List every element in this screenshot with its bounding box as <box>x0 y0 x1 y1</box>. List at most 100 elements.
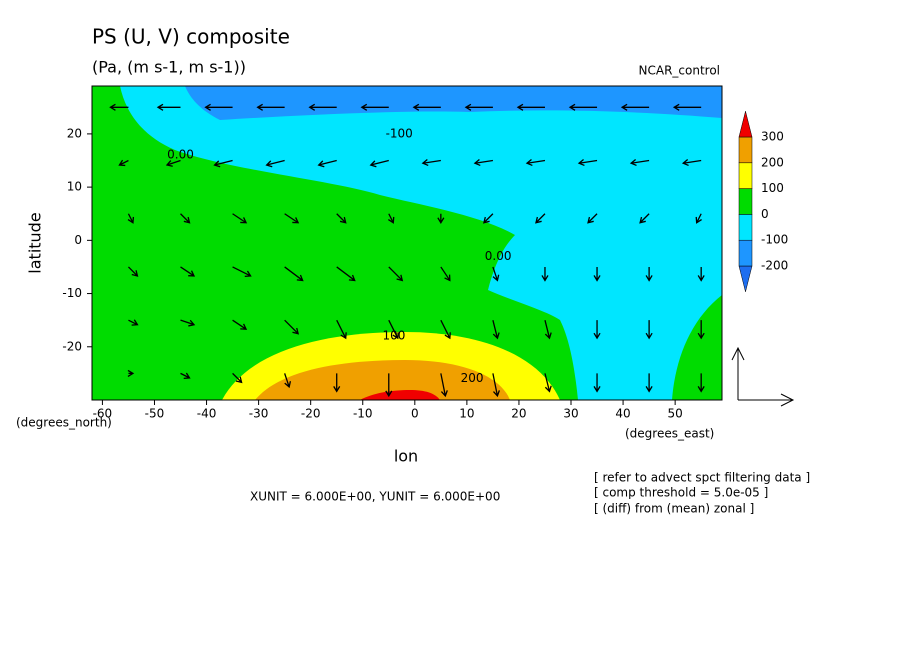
wind-vector <box>232 213 248 224</box>
wind-vector <box>464 103 493 111</box>
wind-vector <box>156 103 181 111</box>
region-above-200 <box>255 360 510 400</box>
wind-vector <box>165 159 181 167</box>
wind-vector <box>308 103 337 111</box>
chart-title: PS (U, V) composite <box>92 25 290 49</box>
wind-vector <box>256 103 285 111</box>
y-tick-label: 0 <box>74 233 82 247</box>
wind-vector <box>180 319 196 327</box>
wind-vector <box>388 213 395 224</box>
vector-layer <box>109 103 705 398</box>
wind-vector <box>620 103 650 111</box>
wind-vector <box>577 158 598 167</box>
note: [ refer to advect spct filtering data ] <box>594 471 810 485</box>
wind-vector <box>629 158 650 167</box>
wind-vector <box>127 369 135 377</box>
wind-vector <box>437 213 445 224</box>
wind-vector <box>336 213 347 224</box>
wind-vector <box>360 103 389 111</box>
x-axis-label: lon <box>394 447 418 466</box>
x-tick-label: -40 <box>197 407 217 421</box>
plot-frame <box>91 85 723 401</box>
note: [ (diff) from (mean) zonal ] <box>594 502 754 516</box>
contour-label: 200 <box>461 371 484 385</box>
wind-vector <box>440 373 448 398</box>
x-tick-label: 10 <box>459 407 474 421</box>
wind-vector <box>492 320 500 340</box>
x-tick-label: 50 <box>667 407 682 421</box>
wind-vector <box>483 213 494 224</box>
wind-vector <box>645 320 653 340</box>
wind-vector <box>388 266 404 282</box>
colorbar-label: 300 <box>761 130 784 144</box>
wind-vector <box>180 213 191 224</box>
wind-vector <box>412 103 441 111</box>
contour-field <box>92 86 722 400</box>
y-axis-label: latitude <box>26 212 45 273</box>
wind-vector <box>232 266 252 278</box>
x-tick-label: -50 <box>145 407 165 421</box>
wind-vector <box>284 373 292 389</box>
wind-vector <box>645 266 653 282</box>
wind-vector <box>333 373 341 393</box>
wind-vector <box>473 158 494 167</box>
wind-vector <box>544 373 552 393</box>
wind-vector <box>369 159 389 168</box>
x-unit: (degrees_east) <box>625 427 714 441</box>
colorbar-label: 200 <box>761 155 784 169</box>
colorbar-label: 100 <box>761 181 784 195</box>
region-below-100 <box>118 86 722 120</box>
wind-vector <box>440 319 451 340</box>
x-tick-label: -60 <box>93 407 113 421</box>
colorbar-label: 0 <box>761 207 769 221</box>
run-label: NCAR_control <box>639 64 721 78</box>
wind-vector <box>541 266 549 282</box>
subtitle: (Pa, (m s-1, m s-1)) <box>92 58 246 77</box>
wind-vector <box>204 103 233 111</box>
colorbar-box <box>738 162 753 189</box>
y-tick-label: 20 <box>67 126 82 140</box>
wind-vector <box>492 266 500 282</box>
wind-vector <box>672 103 702 111</box>
wind-vector <box>593 320 601 340</box>
reference-vector <box>731 346 795 407</box>
wind-vector <box>535 213 546 224</box>
y-tick-label: -20 <box>62 339 82 353</box>
wind-vector <box>593 373 601 393</box>
wind-vector <box>284 213 300 224</box>
region-above-300 <box>360 390 440 400</box>
colorbar-box <box>738 136 753 164</box>
y-tick-label: 10 <box>67 180 82 194</box>
wind-vector <box>127 213 135 224</box>
wind-vector <box>336 319 347 340</box>
wind-vector <box>284 319 300 335</box>
y-unit: (degrees_north) <box>16 416 112 430</box>
wind-vector <box>385 373 393 398</box>
colorbar-box <box>738 214 753 241</box>
wind-vector <box>213 159 233 168</box>
wind-vector <box>645 373 653 393</box>
wind-vector <box>127 266 139 277</box>
x-tick-label: 40 <box>615 407 630 421</box>
wind-vector <box>109 103 129 111</box>
x-tick-label: 30 <box>563 407 578 421</box>
region-positive <box>92 86 578 400</box>
region-positive <box>672 295 722 400</box>
note: [ comp threshold = 5.0e-05 ] <box>594 486 768 500</box>
wind-vector <box>697 266 705 282</box>
wind-vector <box>440 266 451 282</box>
wind-vector <box>695 213 702 224</box>
wind-vector <box>265 159 285 168</box>
wind-vector <box>336 266 356 282</box>
x-tick-label: -30 <box>249 407 269 421</box>
contour-label: -100 <box>386 126 413 140</box>
wind-vector <box>568 103 598 111</box>
vector-units: XUNIT = 6.000E+00, YUNIT = 6.000E+00 <box>250 490 500 504</box>
colorbar-label: -100 <box>761 233 788 247</box>
wind-vector <box>492 373 500 398</box>
wind-vector <box>587 213 598 224</box>
wind-vector <box>180 372 191 379</box>
x-tick-label: 0 <box>411 407 419 421</box>
x-tick-label: 20 <box>511 407 526 421</box>
